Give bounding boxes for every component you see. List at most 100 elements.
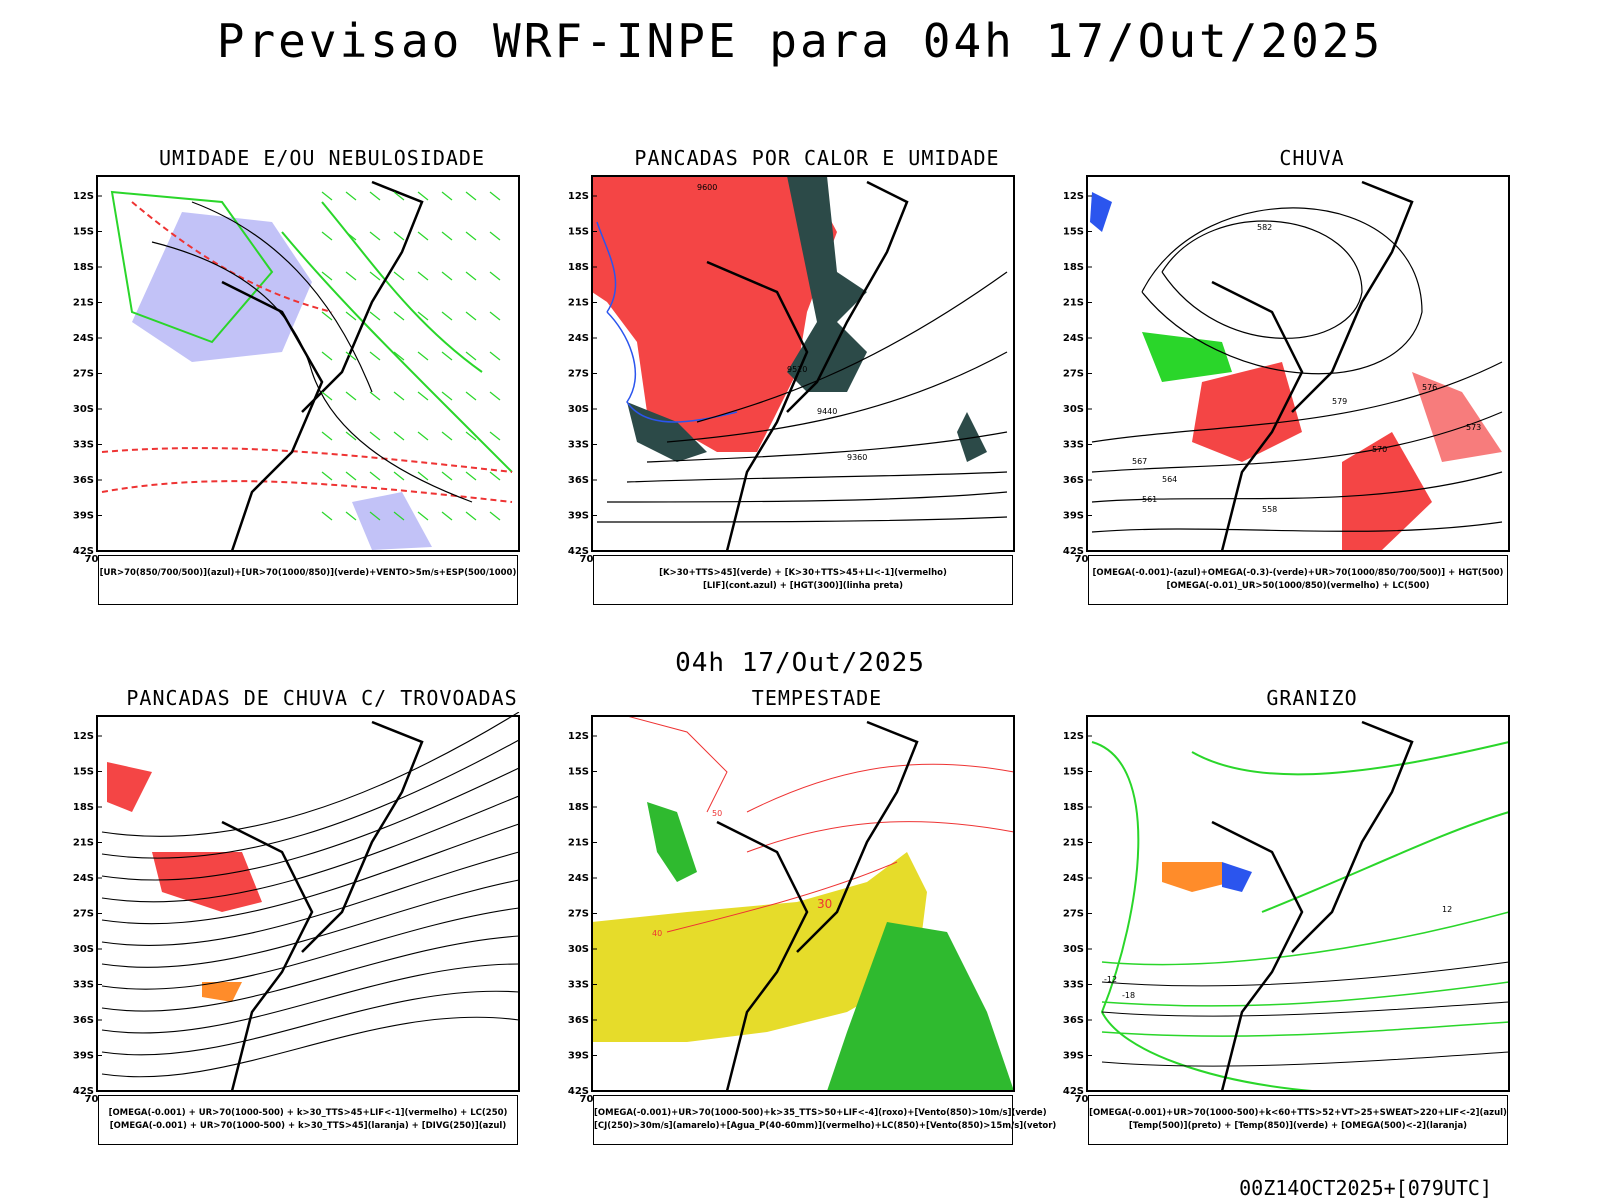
panel-title: PANCADAS DE CHUVA C/ TROVOADAS [126,686,518,710]
lat-tick-label: 30S [568,944,589,955]
wind-arrow [393,471,405,481]
wind-arrow [345,431,357,441]
wind-arrow [417,351,429,361]
lat-tick-label: 33S [568,440,589,451]
lat-tick-label: 27S [568,909,589,920]
contour-label: -12 [1104,975,1117,984]
lat-tick-label: 36S [73,1015,94,1026]
streamline [101,712,520,837]
streamline [101,739,520,859]
wind-arrow [345,391,357,401]
lat-tick-label: 27S [73,369,94,380]
wind-arrow [489,271,501,281]
contour-label: 50 [712,809,722,818]
lat-tick-label: 12S [568,191,589,202]
lat-tick-label: 33S [1063,440,1084,451]
wind-arrow [465,471,477,481]
page-title: Previsao WRF-INPE para 04h 17/Out/2025 [216,14,1384,68]
streamline [101,851,520,946]
wind-arrow [321,471,333,481]
lat-tick-label: 21S [1063,838,1084,849]
lat-tick-label: 30S [1063,404,1084,415]
contour-label: 9600 [697,183,717,192]
wind-arrow [465,271,477,281]
panel-title: GRANIZO [1266,686,1358,710]
lat-tick-label: 39S [568,1051,589,1062]
panel-tempestade: TEMPESTADE 50 40 30 12S 15S 18S 21S 24S 27S 30… [567,686,1067,1156]
legend: [OMEGA(-0.001) + UR>70(1000-500) + k>30_… [98,1095,518,1145]
lat-tick-label: 21S [568,298,589,309]
lat-tick-label: 39S [568,511,589,522]
lat-tick-label: 21S [73,298,94,309]
wind-arrow [321,191,333,201]
wind-arrow [417,231,429,241]
lat-tick-label: 42S [568,1086,589,1097]
panel-title: PANCADAS POR CALOR E UMIDADE [634,146,1000,170]
wind-arrow [489,191,501,201]
lat-tick-label: 21S [1063,298,1084,309]
streamline [101,795,520,903]
lat-tick-label: 30S [1063,944,1084,955]
wind-arrow [417,311,429,321]
wind-arrow [417,191,429,201]
legend: [UR>70(850/700/500)](azul)+[UR>70(1000/8… [98,555,518,605]
streamline [101,935,520,1012]
legend: [K>30+TTS>45](verde) + [K>30+TTS>45+LI<-… [593,555,1013,605]
wind-arrow [321,311,333,321]
wind-arrow [321,511,333,521]
contour-label: 9360 [847,453,867,462]
legend: [OMEGA(-0.001)-(azul)+OMEGA(-0.3)-(verde… [1088,555,1508,605]
lat-tick-label: 15S [73,227,94,238]
lat-tick-label: 39S [1063,1051,1084,1062]
lat-tick-label: 42S [73,546,94,557]
wind-arrow [393,311,405,321]
wind-arrow [441,431,453,441]
map-pancadas-calor[interactable]: 9440 9360 9520 9600 12S 15S 18S 21S 24S 27S 30… [567,172,1087,562]
lat-tick-label: 42S [1063,546,1084,557]
wind-arrow [369,511,381,521]
panel-chuva: CHUVA 582 579 576 573 570 567 564 561 55… [1062,146,1562,616]
lat-tick-label: 33S [568,980,589,991]
wind-arrow [465,351,477,361]
wind-arrow [441,391,453,401]
map-granizo[interactable]: -12 -18 12 12S 15S 18S 21S 24S 27S 30S 33S 36S 39… [1062,712,1582,1102]
map-umidade[interactable]: 12S15S18S21S24S27S30S33S36S39S42S70W65W6… [72,172,592,562]
lon-tick-label: 70W [1075,554,1100,562]
streamline [101,879,520,968]
wind-arrow [465,511,477,521]
wind-arrow [417,511,429,521]
wind-arrow [393,391,405,401]
contour-label: 12 [1442,905,1452,914]
lat-tick-label: 18S [568,262,589,273]
lat-tick-label: 15S [73,767,94,778]
wind-arrow [417,431,429,441]
lat-tick-label: 42S [568,546,589,557]
lat-tick-label: 33S [73,440,94,451]
lat-tick-label: 12S [1063,191,1084,202]
panel-title: TEMPESTADE [751,686,883,710]
lat-tick-label: 24S [568,333,589,344]
wind-arrow [369,311,381,321]
map-pancadas-trovoadas[interactable]: 12S15S18S21S24S27S30S33S36S39S42S70W65W6… [72,712,592,1102]
lat-tick-label: 42S [1063,1086,1084,1097]
streamline [101,767,520,881]
lat-tick-label: 21S [73,838,94,849]
map-tempestade[interactable]: 50 40 30 12S 15S 18S 21S 24S 27S 30S 33S 36S 39S 4… [567,712,1087,1102]
wind-arrow [345,271,357,281]
streamline [101,963,520,1034]
lat-tick-label: 30S [568,404,589,415]
lat-tick-label: 39S [73,1051,94,1062]
lat-tick-label: 33S [1063,980,1084,991]
lat-tick-label: 27S [568,369,589,380]
lat-tick-label: 36S [1063,1015,1084,1026]
wind-arrow [465,311,477,321]
legend: [OMEGA(-0.001)+UR>70(1000-500)+k>35_TTS>… [593,1095,1056,1145]
wind-arrow [489,471,501,481]
contour-label: 570 [1372,445,1387,454]
panel-pancadas-calor: PANCADAS POR CALOR E UMIDADE 9440 9360 9… [567,146,1067,616]
wind-arrow [393,431,405,441]
map-chuva[interactable]: 582 579 576 573 570 567 564 561 558 12S 1… [1062,172,1582,562]
wind-arrow [393,271,405,281]
lat-tick-label: 39S [1063,511,1084,522]
wind-arrow [417,271,429,281]
